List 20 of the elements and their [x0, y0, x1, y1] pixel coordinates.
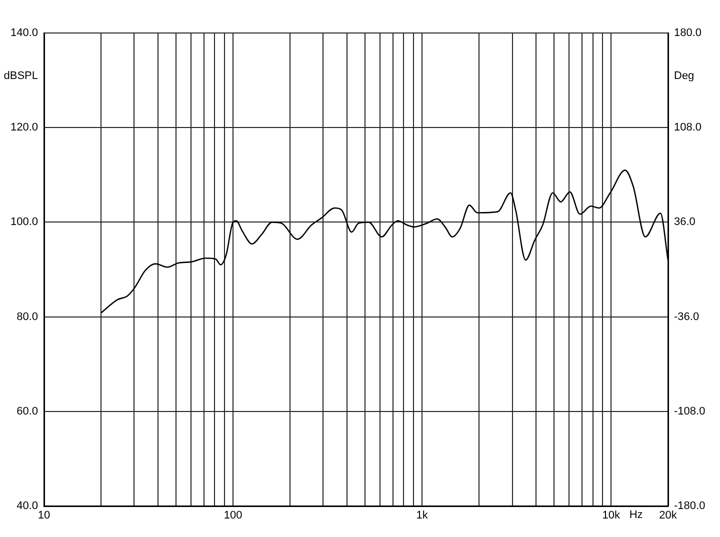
y-tick-label: 80.0	[16, 310, 38, 323]
y-tick-label: 100.0	[10, 216, 38, 228]
y2-tick-label: -108.0	[674, 405, 706, 418]
x-tick-label: 1k	[416, 510, 428, 522]
y2-tick-label: 180.0	[674, 27, 702, 40]
x-tick-label: 100	[224, 510, 242, 522]
y-axis-title: dBSPL	[4, 70, 38, 82]
y2-tick-label: -36.0	[674, 310, 700, 323]
y2-tick-label: -180.0	[674, 500, 706, 512]
y-tick-label: 120.0	[10, 122, 38, 134]
x-tick-label: 10k	[602, 510, 620, 522]
x-axis-title: Hz	[629, 509, 643, 522]
y2-axis-title: Deg	[674, 70, 694, 82]
y-tick-label: 140.0	[10, 27, 38, 40]
y2-tick-label: 108.0	[674, 122, 702, 134]
x-tick-label: 20k	[659, 510, 678, 522]
y2-tick-label: 36.0	[674, 216, 696, 228]
x-tick-label: 10	[38, 510, 50, 522]
y-tick-label: 60.0	[16, 405, 38, 418]
y-tick-label: 40.0	[16, 500, 38, 512]
